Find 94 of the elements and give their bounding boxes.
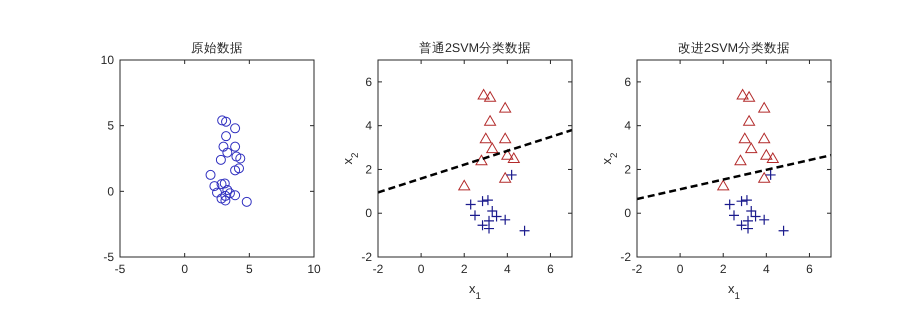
x-tick-label: 2 bbox=[720, 262, 727, 276]
point bbox=[218, 142, 228, 152]
y-tick-label: 0 bbox=[624, 206, 632, 220]
point bbox=[206, 170, 216, 180]
point bbox=[506, 169, 518, 181]
point bbox=[724, 198, 736, 210]
point bbox=[736, 196, 748, 207]
point bbox=[482, 194, 494, 206]
point bbox=[734, 154, 746, 166]
point bbox=[717, 180, 730, 190]
x-axis-title: x$_{1}$ bbox=[469, 281, 481, 302]
point bbox=[758, 172, 770, 183]
y-tick-label: 10 bbox=[100, 53, 114, 67]
point bbox=[230, 142, 240, 152]
point bbox=[216, 154, 226, 165]
point bbox=[231, 152, 242, 162]
y-tick-label: 5 bbox=[107, 118, 114, 133]
point bbox=[758, 102, 770, 113]
point bbox=[220, 196, 230, 206]
point bbox=[230, 165, 240, 176]
point bbox=[220, 190, 230, 201]
point bbox=[458, 180, 470, 190]
point bbox=[745, 142, 758, 154]
point bbox=[778, 225, 790, 236]
point bbox=[499, 172, 512, 183]
y-tick-label: 6 bbox=[365, 74, 372, 89]
x-tick-label: 4 bbox=[762, 262, 770, 276]
chart-title: 改进2SVM分类数据 bbox=[678, 41, 790, 55]
point bbox=[728, 210, 740, 222]
x-tick-label: 6 bbox=[547, 262, 554, 276]
point bbox=[480, 132, 492, 144]
point bbox=[484, 91, 496, 102]
point bbox=[743, 91, 756, 102]
point bbox=[475, 154, 488, 166]
point bbox=[216, 194, 227, 204]
y-tick-label: 6 bbox=[624, 74, 632, 89]
y-tick-label: 0 bbox=[365, 206, 372, 220]
point bbox=[221, 116, 232, 127]
point bbox=[483, 215, 495, 226]
point bbox=[476, 196, 488, 207]
point bbox=[222, 148, 232, 158]
point bbox=[217, 115, 228, 126]
x-tick-label: 6 bbox=[806, 262, 814, 276]
x-tick-label: 0 bbox=[418, 262, 425, 276]
point bbox=[469, 210, 481, 222]
x-tick-label: 2 bbox=[460, 262, 468, 276]
point bbox=[765, 169, 776, 181]
y-tick-label: -2 bbox=[620, 250, 632, 264]
y-tick-label: 2 bbox=[365, 162, 372, 176]
point bbox=[518, 225, 530, 236]
y-tick-label: 0 bbox=[107, 184, 114, 198]
point bbox=[221, 131, 232, 142]
y-tick-label: 4 bbox=[365, 118, 372, 133]
point bbox=[499, 102, 512, 113]
x-tick-label: 0 bbox=[181, 262, 188, 276]
point bbox=[500, 214, 511, 226]
point bbox=[224, 188, 235, 198]
x-tick-label: 4 bbox=[504, 262, 511, 276]
point bbox=[230, 190, 240, 200]
point bbox=[234, 163, 244, 174]
x-axis-title: x$_{1}$ bbox=[728, 281, 740, 302]
point bbox=[235, 154, 246, 164]
point bbox=[758, 132, 770, 144]
point bbox=[742, 215, 754, 226]
y-tick-label: -5 bbox=[103, 250, 114, 264]
point bbox=[230, 123, 240, 134]
y-tick-label: 4 bbox=[624, 118, 632, 133]
point bbox=[486, 142, 498, 154]
point bbox=[741, 194, 753, 206]
point bbox=[212, 188, 222, 198]
chart-title: 普通2SVM分类数据 bbox=[418, 40, 532, 55]
x-tick-label: 10 bbox=[307, 262, 321, 276]
point bbox=[216, 179, 227, 190]
point bbox=[736, 89, 749, 100]
point bbox=[209, 181, 220, 192]
point bbox=[220, 178, 230, 188]
x-tick-label: 0 bbox=[676, 262, 684, 276]
point bbox=[738, 132, 751, 144]
point bbox=[758, 214, 770, 226]
point bbox=[484, 115, 496, 126]
chart-title: 原始数据 bbox=[191, 41, 243, 55]
y-tick-label: 2 bbox=[624, 162, 632, 176]
point bbox=[743, 115, 756, 126]
point bbox=[465, 198, 476, 210]
point bbox=[499, 132, 512, 144]
x-tick-label: 5 bbox=[246, 262, 253, 276]
point bbox=[242, 196, 252, 207]
y-tick-label: -2 bbox=[361, 250, 372, 264]
point bbox=[760, 149, 772, 160]
point bbox=[508, 152, 520, 163]
point bbox=[501, 149, 514, 160]
point bbox=[222, 185, 232, 196]
point bbox=[478, 89, 490, 100]
point bbox=[766, 152, 779, 163]
